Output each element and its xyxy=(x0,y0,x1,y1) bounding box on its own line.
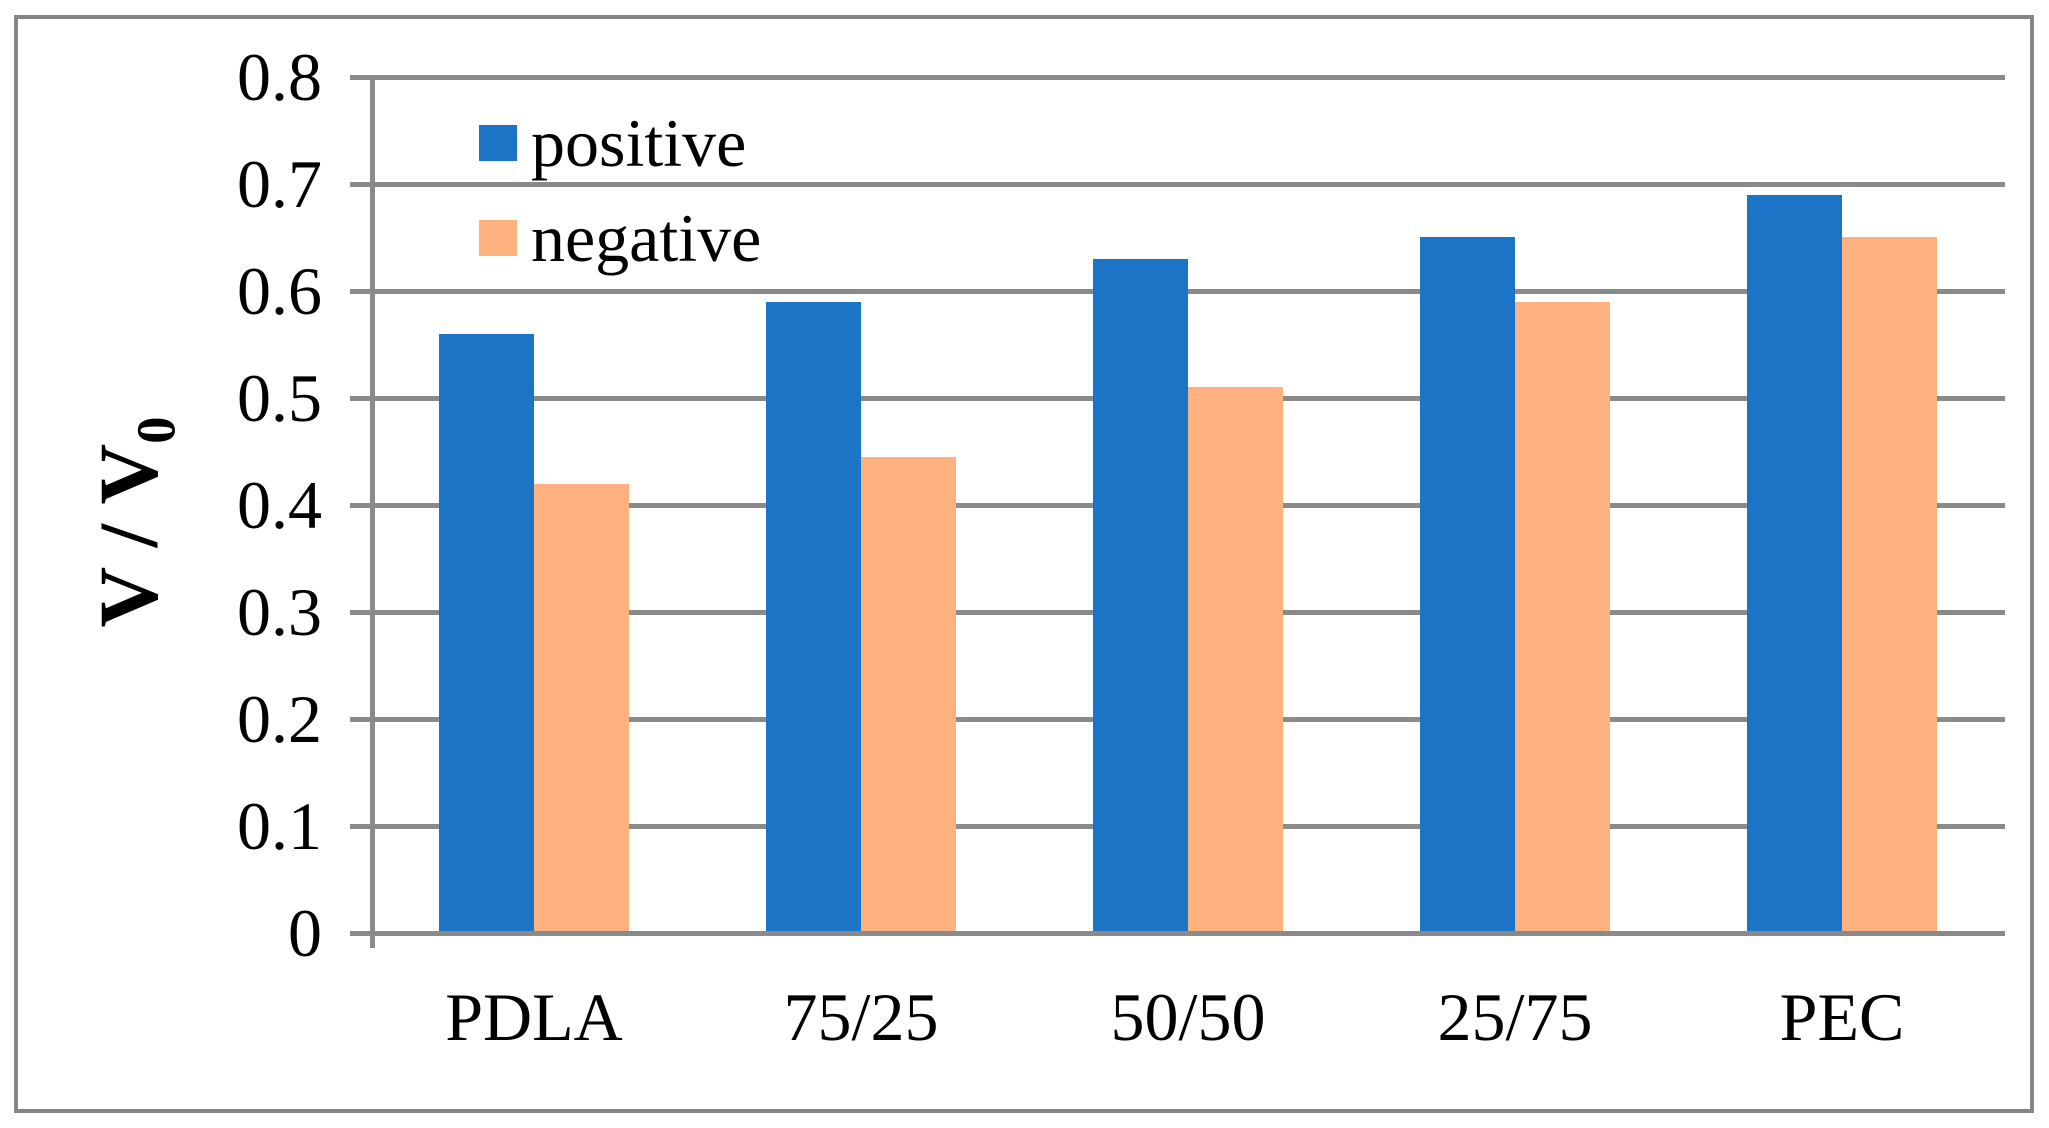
y-tick-label-0.8: 0.8 xyxy=(237,39,322,115)
gridline-0.6 xyxy=(373,289,2005,294)
legend-swatch-positive xyxy=(479,125,517,161)
y-tick-label-0.6: 0.6 xyxy=(237,253,322,329)
bar-negative-25/75 xyxy=(1515,302,1610,933)
y-tick-mark-0.8 xyxy=(350,75,375,80)
y-tick-mark-0.1 xyxy=(350,824,375,829)
y-tick-label-0.3: 0.3 xyxy=(237,574,322,650)
y-tick-label-0: 0 xyxy=(288,895,322,971)
y-tick-label-0.2: 0.2 xyxy=(237,681,322,757)
bar-positive-25/75 xyxy=(1420,237,1515,933)
y-tick-mark-0.7 xyxy=(350,182,375,187)
y-tick-mark-0.5 xyxy=(350,396,375,401)
y-tick-label-0.4: 0.4 xyxy=(237,467,322,543)
y-tick-mark-0.3 xyxy=(350,610,375,615)
y-tick-label-0.5: 0.5 xyxy=(237,360,322,436)
x-tick-label-25/75: 25/75 xyxy=(1437,979,1593,1055)
y-tick-mark-0.6 xyxy=(350,289,375,294)
legend-label-negative: negative xyxy=(531,200,762,276)
legend-swatch-negative xyxy=(479,220,517,256)
bar-positive-75/25 xyxy=(766,302,861,933)
y-axis-title-subscript: 0 xyxy=(125,416,187,444)
figure-border xyxy=(14,15,2034,1113)
bar-negative-50/50 xyxy=(1188,387,1283,933)
bar-negative-75/25 xyxy=(861,457,956,933)
y-axis-line xyxy=(370,75,375,948)
legend-item-negative: negative xyxy=(479,202,761,274)
bar-positive-50/50 xyxy=(1093,259,1188,933)
gridline-0.7 xyxy=(373,182,2005,187)
legend-label-positive: positive xyxy=(531,105,747,181)
gridline-0.8 xyxy=(373,75,2005,80)
x-tick-label-PEC: PEC xyxy=(1779,979,1905,1055)
y-axis-title: V / V0 xyxy=(81,417,188,628)
bar-negative-PEC xyxy=(1842,237,1937,933)
x-tick-label-PDLA: PDLA xyxy=(445,979,623,1055)
y-axis-title-main: V / V xyxy=(82,443,176,628)
legend-item-positive: positive xyxy=(479,107,746,179)
y-tick-mark-0.4 xyxy=(350,503,375,508)
y-tick-mark-0.2 xyxy=(350,717,375,722)
x-tick-label-50/50: 50/50 xyxy=(1110,979,1266,1055)
y-tick-label-0.1: 0.1 xyxy=(237,788,322,864)
x-tick-label-75/25: 75/25 xyxy=(783,979,939,1055)
y-tick-label-0.7: 0.7 xyxy=(237,146,322,222)
x-axis-line xyxy=(350,931,2005,936)
bar-negative-PDLA xyxy=(534,484,629,933)
bar-positive-PDLA xyxy=(439,334,534,933)
bar-positive-PEC xyxy=(1747,195,1842,933)
